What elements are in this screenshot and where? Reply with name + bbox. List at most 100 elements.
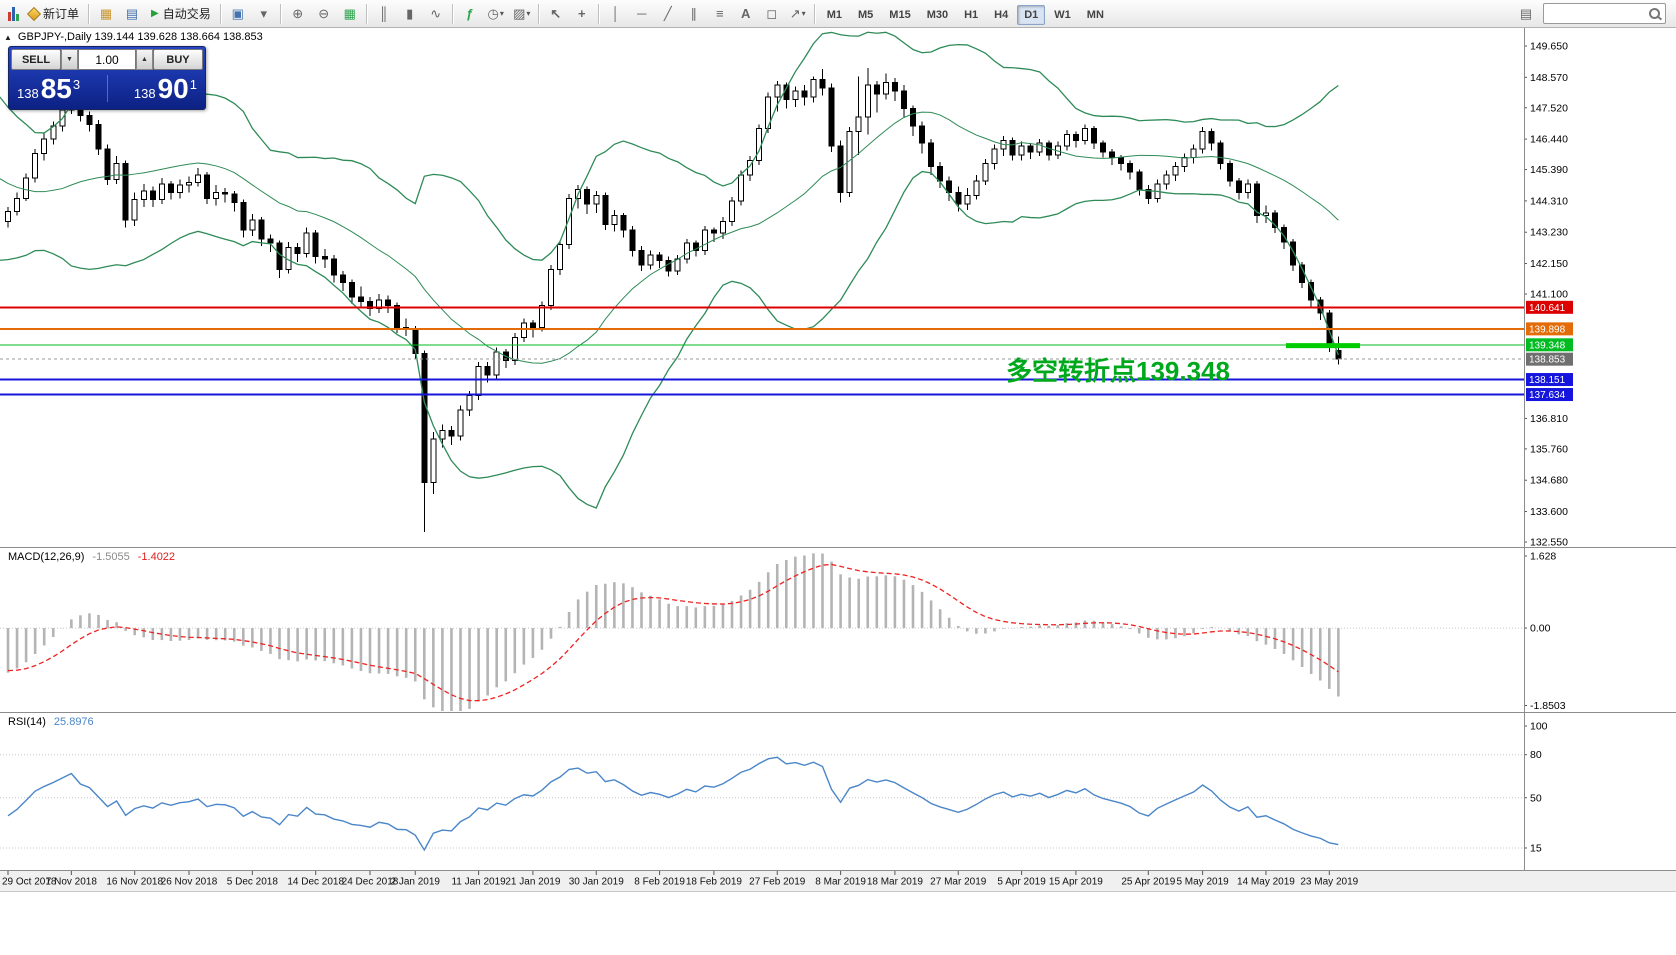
autotrade-button[interactable]: ▶ 自动交易 — [145, 3, 217, 25]
toolbar-separator — [813, 3, 816, 24]
horizontal-line-tool-icon[interactable]: ─ — [637, 6, 647, 21]
candle-body — [1018, 145, 1025, 156]
candle-body — [86, 115, 93, 125]
indicators-icon[interactable]: ƒ — [466, 6, 474, 21]
price-tag-label: 138.853 — [1529, 355, 1566, 366]
timeframe-button-m30[interactable]: M30 — [926, 8, 949, 21]
candle-body — [294, 247, 301, 254]
timeframe-button-mn[interactable]: MN — [1086, 8, 1104, 21]
candle-body — [729, 200, 735, 222]
candlestick-mode-icon[interactable]: ▮ — [406, 6, 414, 21]
candle-body — [701, 229, 708, 251]
candle-body — [566, 197, 573, 246]
printer-icon[interactable]: ▤ — [1519, 6, 1533, 21]
candle-body — [376, 299, 383, 310]
time-axis-label: 16 Nov 2018 — [106, 877, 163, 888]
candle-body — [186, 181, 192, 186]
candle-body — [367, 300, 373, 310]
sell-button[interactable]: SELL — [11, 49, 61, 70]
timeframe-button-group: M1 M5 M15 M30 H1 H4 D1 W1 MN — [819, 4, 1112, 25]
arrow-icon: ↗ — [789, 6, 801, 21]
macd-label: MACD(12,26,9) -1.5055 -1.4022 — [8, 551, 175, 563]
volume-increase-button[interactable]: ▲ — [136, 49, 153, 70]
chevron-down-icon: ▾ — [801, 8, 806, 18]
search-icon[interactable] — [1649, 8, 1660, 19]
candle-body — [538, 305, 545, 328]
volume-decrease-button[interactable]: ▼ — [61, 49, 78, 70]
macd-signal-value: -1.4022 — [137, 551, 176, 563]
vertical-line-tool-icon[interactable]: │ — [611, 6, 620, 21]
candle-body — [1244, 183, 1251, 193]
crosshair-icon[interactable]: + — [577, 6, 586, 21]
periods-icon[interactable]: ◷ ▾ — [483, 3, 509, 25]
time-axis-label: 25 Apr 2019 — [1121, 877, 1175, 888]
channel-tool-icon[interactable]: ∥ — [690, 6, 697, 21]
toolbar: 新订单 ▦ ▤ ▶ 自动交易 ▣ ▾ ⊕ ⊖ ▦ ║ ▮ ∿ ƒ ◷ ▾ ▨ ▾ ↖… — [0, 0, 1676, 28]
candle-body — [529, 322, 536, 328]
candle-body — [1081, 128, 1088, 141]
candle-body — [466, 395, 473, 411]
new-chart-icon[interactable]: ▣ — [231, 6, 244, 21]
time-axis-label: 24 Dec 2018 — [342, 877, 399, 888]
buy-price-display[interactable]: 138 90 1 — [134, 74, 197, 103]
sell-price-display[interactable]: 138 85 3 — [17, 72, 81, 104]
candle-body — [258, 219, 265, 240]
trendline-tool-icon[interactable]: ╱ — [663, 6, 672, 21]
price-tag — [1526, 388, 1573, 402]
tile-windows-icon[interactable]: ▦ — [343, 6, 356, 21]
timeframe-button-m1[interactable]: M1 — [826, 8, 843, 21]
candle-body — [1100, 142, 1107, 153]
buy-button[interactable]: BUY — [153, 49, 203, 70]
new-order-button[interactable]: 新订单 — [23, 3, 85, 25]
autotrade-label: 自动交易 — [162, 7, 211, 21]
trend-segment[interactable] — [1286, 343, 1360, 349]
bar-chart-mode-icon[interactable]: ║ — [379, 6, 389, 21]
candle-body — [900, 90, 907, 109]
candle-body — [385, 299, 392, 307]
timeframe-button-h1[interactable]: H1 — [964, 8, 979, 21]
cursor-icon[interactable]: ↖ — [550, 6, 562, 21]
rsi-line — [7, 756, 1339, 852]
candle-body — [1262, 212, 1269, 217]
market-watch-icon[interactable]: ▤ — [125, 6, 139, 21]
candle-body — [801, 90, 808, 98]
candle-body — [882, 81, 889, 95]
line-chart-mode-icon[interactable]: ∿ — [430, 6, 442, 21]
candle-body — [176, 184, 183, 193]
profiles-icon[interactable]: ▾ — [260, 6, 267, 21]
candle-body — [204, 174, 211, 199]
timeframe-button-m15[interactable]: M15 — [889, 8, 911, 21]
fibonacci-tool-icon[interactable]: ≡ — [715, 6, 724, 21]
volume-input[interactable] — [78, 49, 136, 70]
zoom-in-icon[interactable]: ⊕ — [292, 6, 304, 21]
charts-window-icon[interactable]: ▦ — [99, 6, 113, 21]
time-axis-label: 5 May 2019 — [1176, 877, 1229, 888]
shapes-tool-icon[interactable]: ◻ — [766, 6, 778, 21]
candle-body — [1181, 157, 1188, 167]
sell-price-main: 85 — [40, 72, 72, 104]
arrows-tool-icon[interactable]: ↗ ▾ — [785, 3, 811, 25]
chart-annotation-text[interactable]: 多空转折点139.348 — [1006, 356, 1230, 386]
candle-body — [330, 258, 337, 276]
timeframe-button-w1[interactable]: W1 — [1054, 8, 1071, 21]
sell-price-sup: 3 — [72, 76, 81, 92]
candle-body — [276, 242, 283, 270]
timeframe-button-h4[interactable]: H4 — [994, 8, 1009, 21]
timeframe-button-m5[interactable]: M5 — [858, 8, 874, 21]
text-tool-icon[interactable]: A — [741, 6, 751, 21]
timeframe-button-d1[interactable]: D1 — [1017, 4, 1046, 25]
time-axis-label: 14 Dec 2018 — [287, 877, 344, 888]
candle-body — [1226, 162, 1233, 182]
price-axis-label: 136.810 — [1530, 413, 1568, 425]
candle-body — [457, 409, 464, 437]
candle-body — [1036, 142, 1043, 153]
zoom-out-icon[interactable]: ⊖ — [318, 6, 330, 21]
search-input[interactable] — [1544, 6, 1644, 21]
candle-body — [50, 125, 57, 140]
chart-expand-icon[interactable]: ▲ — [4, 32, 12, 42]
candle-body — [1208, 131, 1215, 144]
time-axis-label: 11 Jan 2019 — [451, 877, 506, 888]
templates-icon[interactable]: ▨ ▾ — [509, 3, 535, 25]
